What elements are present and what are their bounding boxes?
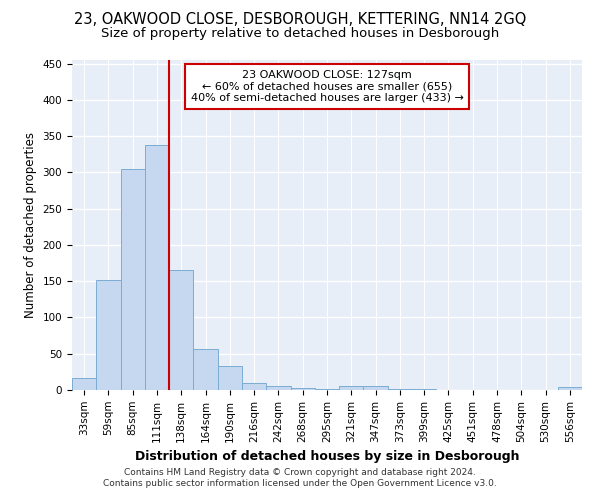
Bar: [72, 378, 96, 390]
Bar: [169, 270, 193, 390]
Bar: [121, 169, 145, 390]
X-axis label: Distribution of detached houses by size in Desborough: Distribution of detached houses by size …: [135, 450, 519, 463]
Text: 23, OAKWOOD CLOSE, DESBOROUGH, KETTERING, NN14 2GQ: 23, OAKWOOD CLOSE, DESBOROUGH, KETTERING…: [74, 12, 526, 28]
Bar: [266, 386, 290, 390]
Bar: [364, 386, 388, 390]
Bar: [193, 348, 218, 390]
Bar: [290, 388, 315, 390]
Text: Size of property relative to detached houses in Desborough: Size of property relative to detached ho…: [101, 28, 499, 40]
Bar: [388, 388, 412, 390]
Bar: [218, 366, 242, 390]
Bar: [96, 280, 121, 390]
Bar: [339, 386, 364, 390]
Text: Contains HM Land Registry data © Crown copyright and database right 2024.
Contai: Contains HM Land Registry data © Crown c…: [103, 468, 497, 487]
Bar: [558, 387, 582, 390]
Bar: [242, 384, 266, 390]
Bar: [145, 145, 169, 390]
Text: 23 OAKWOOD CLOSE: 127sqm
← 60% of detached houses are smaller (655)
40% of semi-: 23 OAKWOOD CLOSE: 127sqm ← 60% of detach…: [191, 70, 463, 103]
Y-axis label: Number of detached properties: Number of detached properties: [24, 132, 37, 318]
